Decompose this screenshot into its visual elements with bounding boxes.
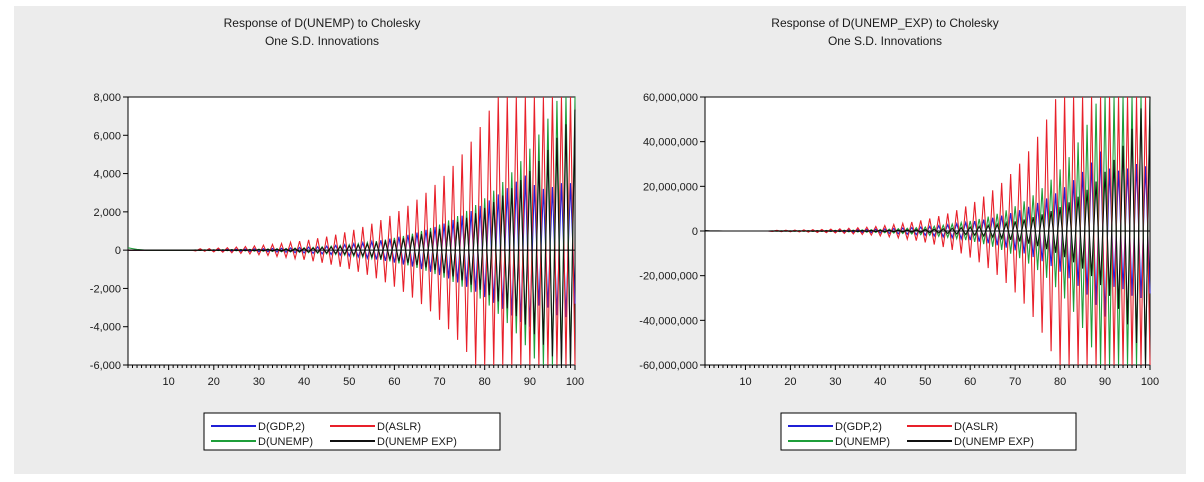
x-tick-label: 40 (298, 376, 310, 388)
y-tick-label: -20,000,000 (639, 271, 698, 283)
legend: D(GDP,2) D(ASLR) D(UNEMP) D(UNEMP EXP) (780, 412, 1077, 451)
legend-label-gdp: D(GDP,2) (258, 421, 305, 433)
legend-label-unemp-exp: D(UNEMP EXP) (954, 436, 1034, 448)
chart-left: Response of D(UNEMP) to Cholesky One S.D… (90, 16, 584, 451)
x-tick-label: 50 (343, 376, 355, 388)
y-tick-label: 0 (115, 245, 121, 257)
x-tick-label: 60 (964, 376, 976, 388)
x-tick-label: 90 (1099, 376, 1111, 388)
y-tick-label: -40,000,000 (639, 315, 698, 327)
x-tick-label: 20 (784, 376, 796, 388)
legend-box (203, 412, 501, 451)
y-tick-label: 8,000 (93, 92, 121, 104)
x-tick-label: 100 (566, 376, 584, 388)
x-tick-label: 60 (388, 376, 400, 388)
y-tick-label: 0 (692, 226, 698, 238)
y-tick-label: 40,000,000 (643, 137, 698, 149)
x-axis: 10 20 30 40 50 60 70 80 90 100 (704, 365, 1159, 388)
x-tick-label: 10 (739, 376, 751, 388)
chart-title: Response of D(UNEMP) to Cholesky (224, 16, 421, 30)
x-tick-label: 40 (874, 376, 886, 388)
x-tick-label: 70 (1009, 376, 1021, 388)
x-tick-label: 30 (253, 376, 265, 388)
legend-label-unemp: D(UNEMP) (835, 436, 890, 448)
chart-right: Response of D(UNEMP_EXP) to Cholesky One… (639, 16, 1159, 451)
x-tick-label: 30 (829, 376, 841, 388)
legend-box (780, 412, 1077, 451)
y-tick-label: -4,000 (90, 322, 121, 334)
y-tick-label: 4,000 (93, 169, 121, 181)
y-tick-label: -2,000 (90, 283, 121, 295)
legend: D(GDP,2) D(ASLR) D(UNEMP) D(UNEMP EXP) (203, 412, 501, 451)
x-tick-label: 10 (163, 376, 175, 388)
y-axis: -60,000,000 -40,000,000 -20,000,000 0 20,000… (639, 92, 705, 372)
chart-title: Response of D(UNEMP_EXP) to Cholesky (771, 16, 998, 30)
x-tick-label: 100 (1141, 376, 1159, 388)
x-tick-label: 90 (524, 376, 536, 388)
legend-label-unemp-exp: D(UNEMP EXP) (377, 436, 457, 448)
x-tick-label: 20 (208, 376, 220, 388)
legend-label-aslr: D(ASLR) (377, 421, 421, 433)
x-tick-label: 80 (479, 376, 491, 388)
y-tick-label: -6,000 (90, 360, 121, 372)
x-tick-label: 50 (919, 376, 931, 388)
legend-label-aslr: D(ASLR) (954, 421, 998, 433)
y-axis: -6,000 -4,000 -2,000 0 2,000 4,000 6,000 8,000 (90, 92, 128, 372)
chart-subtitle: One S.D. Innovations (828, 34, 942, 48)
legend-label-unemp: D(UNEMP) (258, 436, 313, 448)
x-axis: 10 20 30 40 50 60 70 80 90 100 (127, 365, 584, 388)
x-tick-label: 70 (433, 376, 445, 388)
y-tick-label: 60,000,000 (643, 92, 698, 104)
legend-label-gdp: D(GDP,2) (835, 421, 882, 433)
y-tick-label: -60,000,000 (639, 360, 698, 372)
y-tick-label: 20,000,000 (643, 181, 698, 193)
x-tick-label: 80 (1054, 376, 1066, 388)
y-tick-label: 6,000 (93, 130, 121, 142)
chart-subtitle: One S.D. Innovations (265, 34, 379, 48)
y-tick-label: 2,000 (93, 207, 121, 219)
